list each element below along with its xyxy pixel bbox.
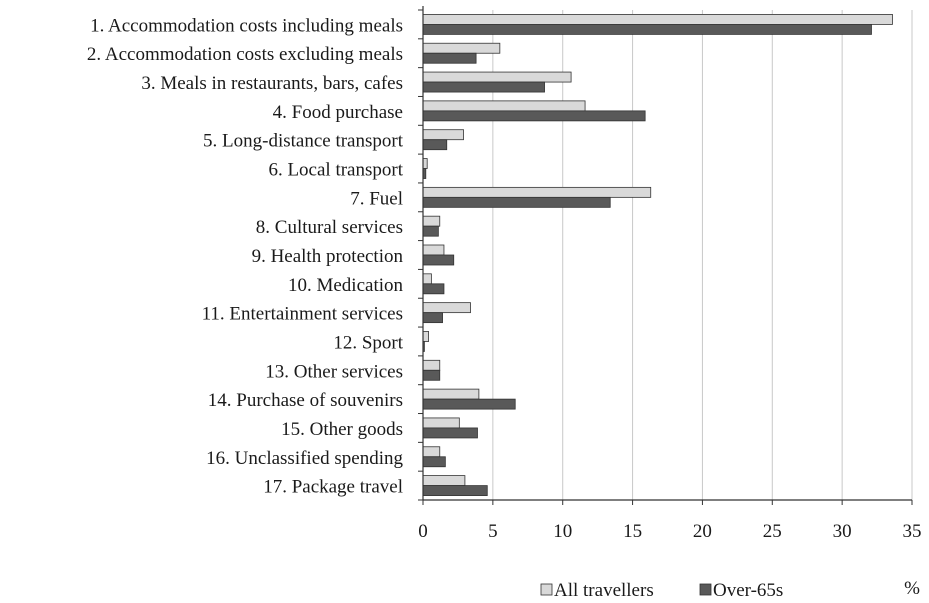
bar-all-travellers-14 (422, 388, 480, 400)
category-label-17: 17. Package travel (263, 477, 403, 498)
bar-over-65s-2 (422, 52, 477, 64)
x-tick-label-15: 15 (623, 521, 642, 542)
bars (422, 14, 893, 496)
bar-over-65s-4 (422, 110, 646, 122)
bar-over-65s-16 (422, 456, 446, 468)
category-label-11: 11. Entertainment services (202, 304, 403, 325)
bar-all-travellers-10 (422, 273, 432, 285)
category-label-14: 14. Purchase of souvenirs (208, 390, 403, 411)
bar-over-65s-3 (422, 81, 545, 93)
bar-all-travellers-8 (422, 215, 441, 227)
x-axis-unit-label: % (904, 578, 920, 599)
category-label-16: 16. Unclassified spending (206, 448, 403, 469)
x-tick-labels: 0 5 10 15 20 25 30 35 (418, 521, 921, 542)
bar-all-travellers-6 (422, 158, 428, 169)
category-labels: 1. Accommodation costs including meals 2.… (87, 15, 404, 497)
category-label-12: 12. Sport (333, 332, 403, 353)
legend-swatch-over-65s (699, 583, 712, 596)
bar-over-65s-15 (422, 427, 478, 439)
bar-over-65s-5 (422, 139, 448, 151)
x-tick-label-10: 10 (553, 521, 572, 542)
gridlines (492, 10, 913, 500)
category-label-5: 5. Long-distance transport (203, 131, 404, 152)
category-label-9: 9. Health protection (252, 246, 404, 267)
category-label-15: 15. Other goods (281, 419, 403, 440)
bar-over-65s-13 (422, 369, 441, 381)
bar-all-travellers-9 (422, 244, 445, 256)
category-label-6: 6. Local transport (268, 160, 403, 181)
bar-over-65s-14 (422, 398, 516, 410)
bar-all-travellers-15 (422, 417, 460, 429)
bar-over-65s-10 (422, 283, 445, 295)
bar-over-65s-8 (422, 225, 439, 237)
category-label-2: 2. Accommodation costs excluding meals (87, 44, 403, 65)
bar-all-travellers-3 (422, 71, 572, 83)
category-label-10: 10. Medication (288, 275, 404, 296)
bar-all-travellers-4 (422, 100, 586, 112)
bar-all-travellers-13 (422, 359, 441, 371)
legend-label-all-travellers: All travellers (554, 580, 654, 601)
category-label-1: 1. Accommodation costs including meals (90, 15, 403, 36)
x-tick-label-25: 25 (763, 521, 782, 542)
bar-all-travellers-16 (422, 446, 441, 458)
bar-all-travellers-2 (422, 42, 501, 54)
bar-over-65s-17 (422, 485, 488, 496)
x-tick-label-35: 35 (903, 521, 922, 542)
bar-all-travellers-11 (422, 302, 471, 314)
x-tick-label-20: 20 (693, 521, 712, 542)
x-tick-label-30: 30 (833, 521, 852, 542)
x-tick-label-5: 5 (488, 521, 498, 542)
legend-swatch-all-travellers (540, 583, 553, 596)
category-label-4: 4. Food purchase (273, 102, 403, 123)
bar-all-travellers-7 (422, 186, 652, 198)
category-label-7: 7. Fuel (350, 188, 403, 209)
bar-all-travellers-12 (422, 331, 429, 342)
bar-all-travellers-5 (422, 129, 464, 141)
category-label-8: 8. Cultural services (256, 217, 403, 238)
bar-over-65s-11 (422, 312, 443, 324)
category-label-3: 3. Meals in restaurants, bars, cafes (141, 73, 403, 94)
bar-all-travellers-1 (422, 14, 893, 25)
legend: All travellers Over-65s (540, 580, 783, 601)
bar-over-65s-1 (422, 24, 872, 35)
legend-label-over-65s: Over-65s (713, 580, 783, 601)
bar-all-travellers-17 (422, 475, 466, 486)
axes (418, 6, 913, 505)
x-tick-label-0: 0 (418, 521, 428, 542)
bar-over-65s-9 (422, 254, 455, 266)
category-label-13: 13. Other services (265, 361, 403, 382)
bar-over-65s-7 (422, 196, 611, 208)
